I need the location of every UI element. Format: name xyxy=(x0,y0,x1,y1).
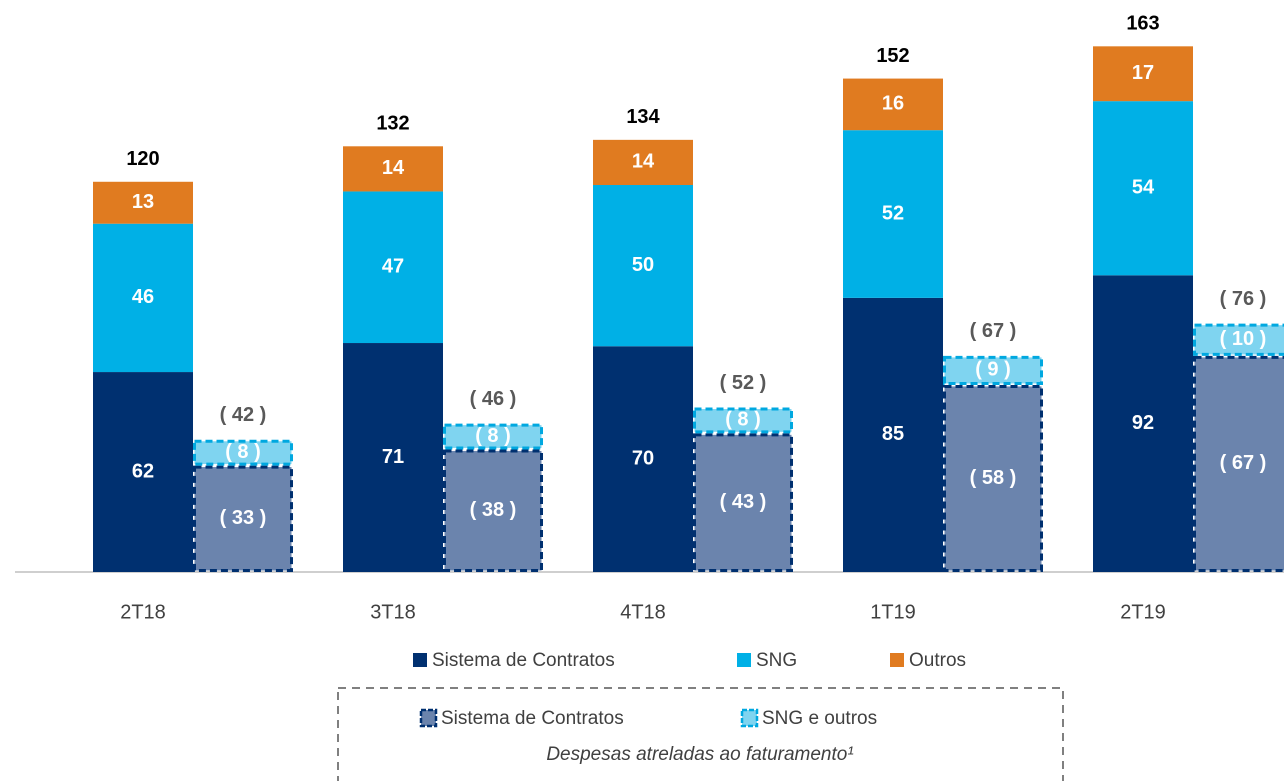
bar-segment xyxy=(1093,275,1193,572)
bar-segment xyxy=(593,346,693,572)
expense-segment xyxy=(1193,355,1284,572)
x-tick-label: 4T18 xyxy=(620,601,666,623)
legend-caption: Despesas atreladas ao faturamento¹ xyxy=(546,744,853,765)
value-label: 52 xyxy=(882,202,904,224)
legend-swatch xyxy=(890,653,904,667)
expense-segment xyxy=(1193,323,1284,356)
expense-segment xyxy=(443,423,543,450)
expense-value-label: ( 43 ) xyxy=(720,491,767,513)
value-label: 92 xyxy=(1132,412,1154,434)
value-label: 54 xyxy=(1132,177,1155,199)
bar-segment xyxy=(93,223,193,373)
bar-segment xyxy=(93,181,193,224)
expense-segment xyxy=(943,384,1043,573)
expense-value-label: ( 33 ) xyxy=(220,507,267,529)
legend-label: Outros xyxy=(909,650,966,671)
value-label: 17 xyxy=(1132,62,1154,84)
bar-segment xyxy=(93,372,193,572)
legend-swatch xyxy=(419,708,438,728)
expense-value-label: ( 8 ) xyxy=(475,425,511,447)
total-label: 132 xyxy=(376,113,409,135)
expense-segment xyxy=(943,355,1043,385)
expense-total-label: ( 52 ) xyxy=(720,372,767,394)
x-tick-label: 1T19 xyxy=(870,601,916,623)
bar-segment xyxy=(843,297,943,572)
bar-segment xyxy=(343,146,443,192)
value-label: 71 xyxy=(382,446,404,468)
legend-label: SNG xyxy=(756,650,797,671)
legend-label: SNG e outros xyxy=(762,708,877,729)
bar-segment xyxy=(1093,46,1193,102)
expense-value-label: ( 8 ) xyxy=(725,409,761,431)
expense-total-label: ( 42 ) xyxy=(220,404,267,426)
value-label: 14 xyxy=(632,151,655,173)
value-label: 16 xyxy=(882,93,904,115)
expense-value-label: ( 9 ) xyxy=(975,359,1011,381)
expense-segment xyxy=(193,465,293,573)
total-label: 120 xyxy=(126,148,159,170)
legend-swatch xyxy=(413,653,427,667)
bar-segment xyxy=(593,139,693,185)
expense-value-label: ( 38 ) xyxy=(470,499,517,521)
expense-segment xyxy=(693,407,793,434)
value-label: 14 xyxy=(382,157,405,179)
bar-segment xyxy=(593,185,693,347)
expense-total-label: ( 67 ) xyxy=(970,320,1017,342)
total-label: 152 xyxy=(876,45,909,67)
x-tick-label: 2T19 xyxy=(1120,601,1166,623)
x-tick-label: 3T18 xyxy=(370,601,416,623)
value-label: 70 xyxy=(632,447,654,469)
legend-label: Sistema de Contratos xyxy=(432,650,615,671)
bar-segment xyxy=(343,343,443,572)
legend-label: Sistema de Contratos xyxy=(441,708,624,729)
value-label: 47 xyxy=(382,256,404,278)
expense-value-label: ( 58 ) xyxy=(970,467,1017,489)
expense-value-label: ( 10 ) xyxy=(1220,328,1267,350)
legend-swatch xyxy=(740,708,759,728)
expense-total-label: ( 76 ) xyxy=(1220,288,1267,310)
value-label: 85 xyxy=(882,423,904,445)
bar-segment xyxy=(843,78,943,131)
total-label: 134 xyxy=(626,106,660,128)
value-label: 62 xyxy=(132,460,154,482)
expense-value-label: ( 8 ) xyxy=(225,441,261,463)
value-label: 13 xyxy=(132,191,154,213)
expense-total-label: ( 46 ) xyxy=(470,388,517,410)
legend-swatch xyxy=(737,653,751,667)
bar-segment xyxy=(1093,101,1193,276)
total-label: 163 xyxy=(1126,13,1159,35)
x-tick-label: 2T18 xyxy=(120,601,166,623)
expense-segment xyxy=(693,433,793,573)
bar-segment xyxy=(343,191,443,344)
expense-segment xyxy=(443,449,543,573)
expense-value-label: ( 67 ) xyxy=(1220,452,1267,474)
expense-segment xyxy=(193,439,293,466)
bar-segment xyxy=(843,130,943,298)
legend-box xyxy=(337,687,1064,781)
value-label: 50 xyxy=(632,254,654,276)
value-label: 46 xyxy=(132,286,154,308)
